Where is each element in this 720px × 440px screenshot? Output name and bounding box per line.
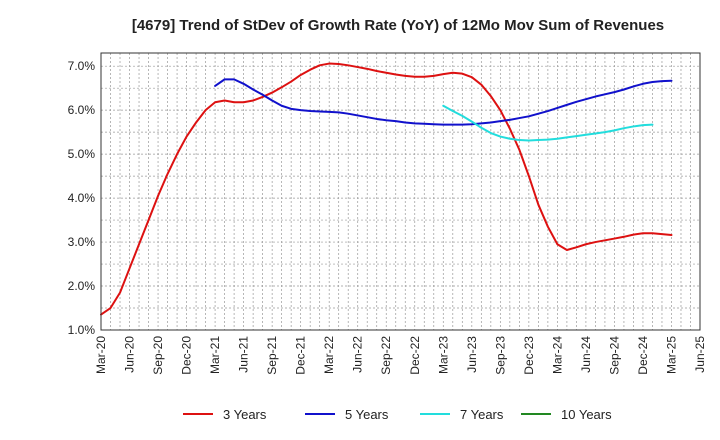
legend-item: 7 Years — [420, 407, 504, 422]
x-tick-label: Jun-24 — [579, 336, 593, 373]
x-tick-label: Jun-21 — [237, 336, 251, 373]
x-tick-label: Mar-22 — [322, 336, 336, 374]
y-tick-label: 4.0% — [68, 191, 96, 205]
x-tick-label: Sep-21 — [265, 336, 279, 375]
x-tick-label: Mar-25 — [664, 336, 678, 374]
x-tick-label: Dec-23 — [522, 336, 536, 375]
y-tick-label: 6.0% — [68, 103, 96, 117]
plot-frame — [100, 52, 701, 331]
legend-item: 5 Years — [305, 407, 389, 422]
x-tick-label: Sep-23 — [493, 336, 507, 375]
legend-label: 3 Years — [223, 407, 267, 422]
x-tick-label: Dec-22 — [408, 336, 422, 375]
y-tick-label: 5.0% — [68, 147, 96, 161]
legend-item: 10 Years — [521, 407, 612, 422]
x-tick-label: Jun-25 — [693, 336, 707, 373]
y-tick-label: 1.0% — [68, 323, 96, 337]
x-tick-label: Dec-21 — [294, 336, 308, 375]
x-tick-label: Jun-22 — [351, 336, 365, 373]
legend-item: 3 Years — [183, 407, 267, 422]
y-tick-label: 7.0% — [68, 59, 96, 73]
series-line-5-years — [214, 78, 673, 126]
x-tick-label: Sep-22 — [379, 336, 393, 375]
x-tick-label: Jun-23 — [465, 336, 479, 373]
x-tick-label: Dec-24 — [636, 336, 650, 375]
series-line-7-years — [442, 104, 654, 142]
plot-area: 1.0% 2.0% 3.0% 4.0% 5.0% 6.0% 7.0% Mar-20 Jun-20… — [68, 52, 707, 375]
x-tick-label: Sep-20 — [151, 336, 165, 375]
legend-label: 5 Years — [345, 407, 389, 422]
legend: 3 Years 5 Years 7 Years 10 Years — [183, 407, 612, 422]
y-tick-label: 3.0% — [68, 235, 96, 249]
chart-title: [4679] Trend of StDev of Growth Rate (Yo… — [132, 17, 664, 34]
series-line-3-years — [100, 62, 673, 316]
x-tick-label: Sep-24 — [607, 336, 621, 375]
x-tick-label: Mar-24 — [550, 336, 564, 374]
x-tick-label: Mar-21 — [208, 336, 222, 374]
plot-background — [101, 53, 700, 330]
x-tick-label: Jun-20 — [123, 336, 137, 373]
x-tick-label: Dec-20 — [180, 336, 194, 375]
y-tick-label: 2.0% — [68, 279, 96, 293]
legend-label: 10 Years — [561, 407, 612, 422]
legend-label: 7 Years — [460, 407, 504, 422]
x-tick-label: Mar-23 — [436, 336, 450, 374]
x-tick-label: Mar-20 — [94, 336, 108, 374]
